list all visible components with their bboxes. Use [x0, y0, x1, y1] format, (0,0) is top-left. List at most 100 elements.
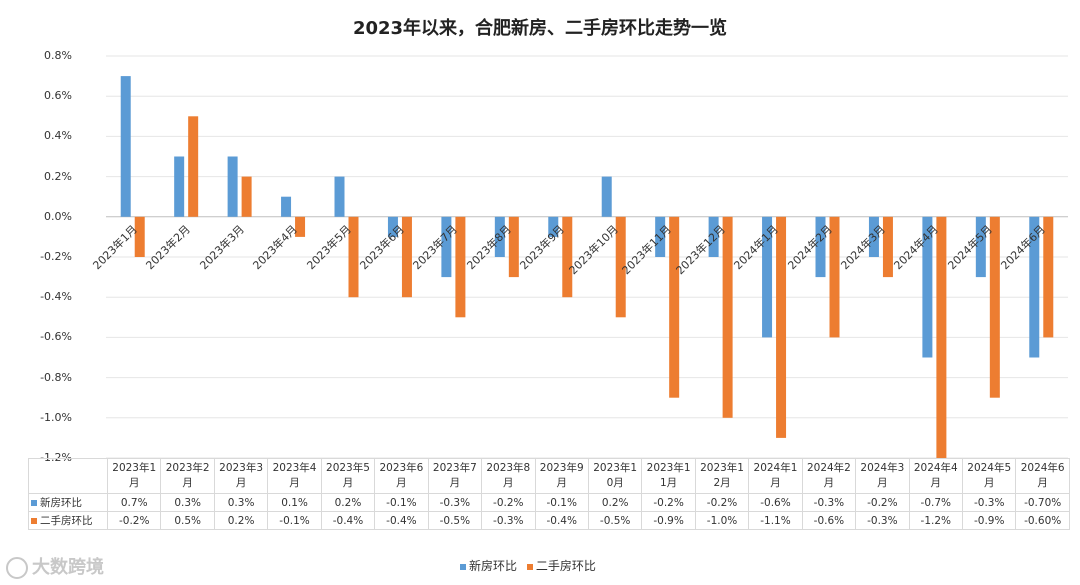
bar-new-home — [334, 176, 345, 217]
bar-resale-home — [936, 216, 947, 458]
table-cell: -0.4% — [534, 511, 589, 530]
bar-new-home — [655, 216, 666, 257]
bar-new-home — [815, 216, 826, 278]
bar-resale-home — [241, 176, 252, 217]
y-tick-label: -1.0% — [40, 410, 72, 424]
table-header-cell: 2023年5 月 — [320, 458, 376, 494]
table-header-cell: 2023年9 月 — [534, 458, 589, 494]
table-header-cell: 2023年1 2月 — [694, 458, 750, 494]
bar-resale-home — [829, 216, 840, 338]
bar-resale-home — [669, 216, 680, 398]
table-row: 新房环比 0.7% 0.3% 0.3% 0.1% 0.2% -0.1% -0.3% -0.2% -… — [28, 493, 1070, 512]
watermark-logo-icon — [6, 557, 28, 579]
table-series-label: 新房环比 — [28, 493, 108, 512]
table-cell: -0.2% — [481, 493, 536, 512]
legend-swatch-resale — [526, 563, 533, 570]
bar-new-home — [281, 196, 292, 217]
table-header-cell: 2023年6 月 — [374, 458, 429, 494]
table-header-cell: 2024年2 月 — [801, 458, 857, 494]
table-cell: -0.2% — [694, 493, 750, 512]
table-header-cell: 2023年2 月 — [160, 458, 215, 494]
bar-new-home — [227, 156, 238, 217]
bar-resale-home — [882, 216, 893, 278]
table-cell: -0.1% — [267, 511, 322, 530]
table-cell: -0.3% — [961, 493, 1017, 512]
table-cell: -0.5% — [587, 511, 643, 530]
bar-resale-home — [134, 216, 145, 257]
bar-resale-home — [401, 216, 412, 298]
table-corner — [28, 458, 108, 494]
bar-resale-home — [508, 216, 519, 278]
bar-new-home — [601, 176, 612, 217]
table-header-cell: 2023年8 月 — [481, 458, 536, 494]
bar-resale-home — [989, 216, 1000, 398]
bar-new-home — [708, 216, 719, 257]
bar-resale-home — [348, 216, 359, 298]
y-tick-label: -0.4% — [40, 290, 72, 304]
table-cell: -0.2% — [641, 493, 696, 512]
table-series-label: 二手房环比 — [28, 511, 108, 530]
table-cell: -1.0% — [694, 511, 750, 530]
table-cell: -0.70% — [1015, 493, 1070, 512]
table-cell: -1.1% — [748, 511, 803, 530]
table-cell: -0.60% — [1015, 511, 1070, 530]
bar-new-home — [922, 216, 933, 358]
legend-label-new: 新房环比 — [469, 559, 518, 573]
table-cell: -0.1% — [534, 493, 589, 512]
legend-item-new: 新房环比 — [460, 559, 517, 573]
table-cell: -0.5% — [427, 511, 483, 530]
table-cell: -0.3% — [855, 511, 910, 530]
legend-swatch-new — [460, 563, 466, 570]
table-header-cell: 2023年1 月 — [106, 458, 162, 494]
table-cell: -0.4% — [374, 511, 429, 530]
legend: 新房环比 二手房环比 — [460, 557, 602, 574]
bar-resale-home — [776, 216, 787, 438]
table-header-cell: 2023年4 月 — [267, 458, 322, 494]
table-header-cell: 2023年1 1月 — [641, 458, 696, 494]
table-header-cell: 2023年3 月 — [213, 458, 269, 494]
legend-item-resale: 二手房环比 — [526, 559, 596, 573]
table-cell: -0.3% — [801, 493, 857, 512]
y-tick-label: 0.6% — [44, 89, 72, 103]
bar-new-home — [1029, 216, 1040, 358]
bar-new-home — [120, 76, 131, 217]
table-cell: -0.3% — [481, 511, 536, 530]
table-cell: 0.1% — [267, 493, 322, 512]
bar-new-home — [174, 156, 185, 217]
table-cell: 0.3% — [160, 493, 215, 512]
bar-resale-home — [455, 216, 466, 318]
table-cell: -0.6% — [748, 493, 803, 512]
legend-label-resale: 二手房环比 — [535, 559, 596, 573]
table-cell: 0.2% — [320, 493, 376, 512]
y-tick-label: -0.2% — [40, 250, 72, 263]
bar-new-home — [441, 216, 452, 278]
table-cell: -0.1% — [374, 493, 429, 512]
bar-new-home — [868, 216, 879, 257]
table-cell: -0.2% — [106, 511, 162, 530]
bar-resale-home — [615, 216, 626, 318]
table-header-cell: 2024年3 月 — [855, 458, 910, 494]
bar-resale-home — [562, 216, 573, 298]
table-header-cell: 2024年4 月 — [908, 458, 964, 494]
table-header-cell: 2024年5 月 — [961, 458, 1017, 494]
table-cell: -0.2% — [855, 493, 910, 512]
bar-new-home — [762, 216, 773, 338]
y-tick-label: 0.4% — [44, 129, 72, 143]
table-header-cell: 2024年1 月 — [748, 458, 803, 494]
watermark-text: 大数跨境 — [32, 557, 104, 578]
series-swatch-icon — [31, 518, 37, 524]
table-cell: 0.7% — [106, 493, 162, 512]
y-tick-label: -0.8% — [40, 370, 72, 384]
bar-new-home — [548, 216, 559, 237]
bar-new-home — [387, 216, 398, 237]
y-tick-label: 0.8% — [44, 49, 72, 62]
data-table: 2023年1 月 2023年2 月 2023年3 月 2023年4 月 2023年5 月 2023年… — [28, 458, 1070, 530]
y-tick-label: 0.2% — [44, 169, 72, 183]
table-header-cell: 2023年1 0月 — [587, 458, 643, 494]
bar-resale-home — [188, 116, 199, 217]
table-cell: -0.7% — [908, 493, 964, 512]
table-cell: 0.5% — [160, 511, 215, 530]
table-cell: 0.2% — [213, 511, 269, 530]
table-header-cell: 2024年6 月 — [1015, 458, 1070, 494]
